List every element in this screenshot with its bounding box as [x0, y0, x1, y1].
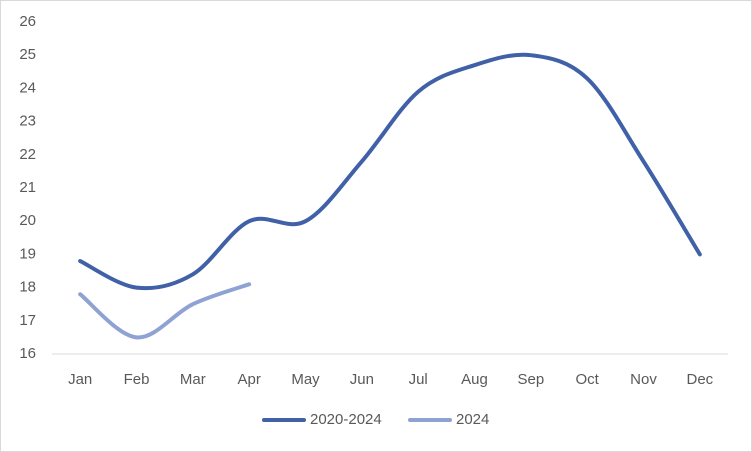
y-tick-label: 20	[19, 212, 36, 229]
series-line	[78, 282, 252, 340]
legend-label: 2024	[456, 411, 489, 428]
y-tick-label: 18	[19, 279, 36, 296]
series-line	[78, 52, 702, 291]
x-tick-label: Mar	[180, 371, 206, 388]
y-tick-label: 21	[19, 179, 36, 196]
y-tick-label: 16	[19, 345, 36, 362]
x-tick-label: Nov	[630, 371, 657, 388]
x-tick-label: Dec	[686, 371, 713, 388]
y-tick-label: 23	[19, 113, 36, 130]
x-tick-label: Feb	[124, 371, 150, 388]
legend-label: 2020-2024	[310, 411, 382, 428]
x-tick-label: Oct	[575, 371, 599, 388]
y-tick-label: 19	[19, 245, 36, 262]
x-tick-label: Jul	[409, 371, 428, 388]
x-tick-label: Sep	[517, 371, 544, 388]
y-tick-label: 25	[19, 46, 36, 63]
x-tick-label: Jan	[68, 371, 92, 388]
x-tick-label: Jun	[350, 371, 374, 388]
y-tick-label: 26	[19, 13, 36, 30]
y-tick-label: 17	[19, 312, 36, 329]
y-tick-label: 22	[19, 146, 36, 163]
y-tick-label: 24	[19, 79, 36, 96]
x-tick-label: Aug	[461, 371, 488, 388]
x-tick-label: Apr	[237, 371, 260, 388]
x-tick-label: May	[291, 371, 320, 388]
